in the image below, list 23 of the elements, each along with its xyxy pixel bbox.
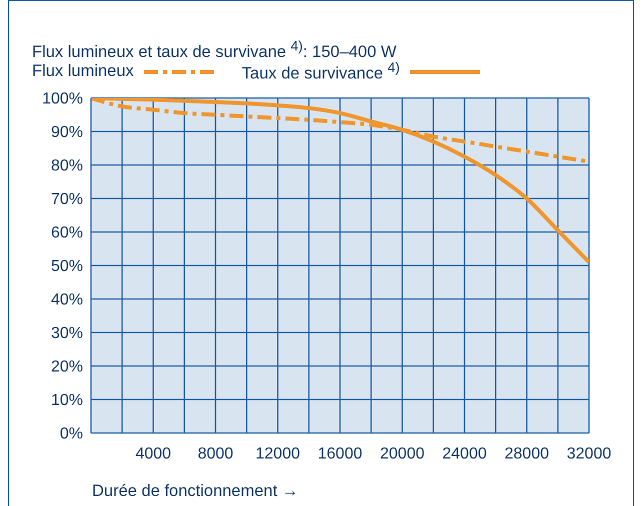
y-tick-label: 0% — [60, 426, 83, 443]
y-tick-label: 60% — [50, 224, 83, 242]
y-tick-label: 70% — [50, 191, 83, 208]
y-tick-label: 100% — [42, 90, 83, 108]
y-tick-label: 10% — [50, 392, 83, 410]
y-tick-label: 80% — [50, 158, 83, 175]
x-tick-label: 28000 — [504, 445, 550, 462]
x-tick-label: 32000 — [566, 445, 612, 462]
x-tick-label: 24000 — [442, 445, 487, 462]
x-tick-label: 8000 — [198, 445, 234, 462]
x-tick-label: 16000 — [318, 445, 362, 462]
y-tick-label: 20% — [50, 358, 83, 376]
legend-label: Taux de survivance $^{4)}$ — [242, 60, 400, 84]
legend-label: Flux lumineux — [32, 62, 134, 82]
x-tick-label: 20000 — [380, 445, 425, 462]
y-tick-label: 50% — [50, 258, 83, 276]
x-tick-label: 4000 — [135, 445, 172, 462]
chart-title: Flux lumineux et taux de survivane $^{4)}$: 150–400 W — [32, 38, 396, 60]
x-tick-label: 12000 — [256, 445, 300, 462]
y-tick-label: 30% — [50, 325, 83, 342]
y-tick-label: 90% — [50, 124, 83, 142]
x-axis-title: Durée de fonctionnement → — [92, 482, 298, 500]
y-tick-label: 40% — [50, 292, 83, 309]
